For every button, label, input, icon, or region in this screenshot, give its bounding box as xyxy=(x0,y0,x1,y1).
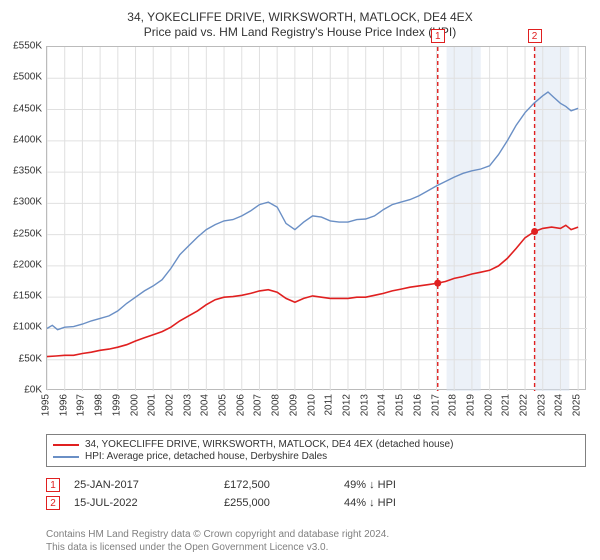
y-axis-labels: £0K£50K£100K£150K£200K£250K£300K£350K£40… xyxy=(0,46,44,390)
y-tick-label: £250K xyxy=(13,228,42,239)
y-tick-label: £350K xyxy=(13,166,42,177)
x-tick-label: 2011 xyxy=(324,394,335,416)
y-tick-label: £500K xyxy=(13,72,42,83)
bands-group xyxy=(447,47,570,391)
y-tick-label: £550K xyxy=(13,41,42,52)
y-tick-label: £0K xyxy=(24,385,42,396)
x-tick-label: 2009 xyxy=(288,394,299,416)
x-tick-label: 2017 xyxy=(430,394,441,416)
y-tick-label: £400K xyxy=(13,134,42,145)
titles: 34, YOKECLIFFE DRIVE, WIRKSWORTH, MATLOC… xyxy=(0,10,600,39)
x-tick-label: 2016 xyxy=(412,394,423,416)
title-main: 34, YOKECLIFFE DRIVE, WIRKSWORTH, MATLOC… xyxy=(0,10,600,24)
y-tick-label: £50K xyxy=(19,353,42,364)
sale-date: 25-JAN-2017 xyxy=(74,479,224,491)
sale-delta: 44% ↓ HPI xyxy=(344,497,464,509)
x-tick-label: 1996 xyxy=(58,394,69,416)
x-tick-label: 2015 xyxy=(395,394,406,416)
legend-swatch-blue xyxy=(53,456,79,458)
legend-swatch-red xyxy=(53,444,79,446)
x-tick-label: 1995 xyxy=(41,394,52,416)
x-tick-label: 2019 xyxy=(465,394,476,416)
footer-line1: Contains HM Land Registry data © Crown c… xyxy=(46,529,586,542)
x-tick-label: 2005 xyxy=(218,394,229,416)
x-tick-label: 1999 xyxy=(111,394,122,416)
sale-marker-2: 2 xyxy=(46,496,60,510)
x-tick-label: 2020 xyxy=(483,394,494,416)
legend-row-red: 34, YOKECLIFFE DRIVE, WIRKSWORTH, MATLOC… xyxy=(53,439,579,450)
x-tick-label: 2025 xyxy=(572,394,583,416)
x-tick-label: 2023 xyxy=(536,394,547,416)
y-tick-label: £200K xyxy=(13,259,42,270)
title-sub: Price paid vs. HM Land Registry's House … xyxy=(0,25,600,39)
x-tick-label: 2010 xyxy=(306,394,317,416)
x-tick-label: 2013 xyxy=(359,394,370,416)
sale-row-1: 1 25-JAN-2017£172,50049% ↓ HPI xyxy=(46,476,586,494)
x-tick-label: 2006 xyxy=(235,394,246,416)
sale-delta: 49% ↓ HPI xyxy=(344,479,464,491)
x-tick-label: 1997 xyxy=(76,394,87,416)
x-tick-label: 2001 xyxy=(147,394,158,416)
sale-row-2: 2 15-JUL-2022£255,00044% ↓ HPI xyxy=(46,494,586,512)
y-tick-label: £450K xyxy=(13,103,42,114)
plot-area: 12 xyxy=(46,46,586,390)
y-tick-label: £100K xyxy=(13,322,42,333)
x-tick-label: 2018 xyxy=(448,394,459,416)
sale-date: 15-JUL-2022 xyxy=(74,497,224,509)
footer: Contains HM Land Registry data © Crown c… xyxy=(46,529,586,554)
x-tick-label: 2012 xyxy=(341,394,352,416)
x-tick-label: 2024 xyxy=(554,394,565,416)
sale-rows: 1 25-JAN-2017£172,50049% ↓ HPI 2 15-JUL-202… xyxy=(46,476,586,512)
x-tick-label: 1998 xyxy=(94,394,105,416)
x-tick-label: 2021 xyxy=(501,394,512,416)
x-tick-label: 2014 xyxy=(377,394,388,416)
x-tick-label: 2008 xyxy=(271,394,282,416)
x-tick-label: 2003 xyxy=(182,394,193,416)
gridlines-group xyxy=(47,47,587,391)
legend-label-red: 34, YOKECLIFFE DRIVE, WIRKSWORTH, MATLOC… xyxy=(85,439,453,450)
y-tick-label: £300K xyxy=(13,197,42,208)
x-tick-label: 2007 xyxy=(253,394,264,416)
sale-marker-1: 1 xyxy=(46,478,60,492)
legend-label-blue: HPI: Average price, detached house, Derb… xyxy=(85,451,327,462)
legend-row-blue: HPI: Average price, detached house, Derb… xyxy=(53,451,579,462)
x-tick-label: 2000 xyxy=(129,394,140,416)
x-tick-label: 2022 xyxy=(519,394,530,416)
x-tick-label: 2002 xyxy=(164,394,175,416)
plot-svg xyxy=(47,47,587,391)
y-tick-label: £150K xyxy=(13,291,42,302)
x-tick-label: 2004 xyxy=(200,394,211,416)
marker-box-2: 2 xyxy=(528,29,542,43)
sale-price: £255,000 xyxy=(224,497,344,509)
footer-line2: This data is licensed under the Open Gov… xyxy=(46,542,586,555)
legend: 34, YOKECLIFFE DRIVE, WIRKSWORTH, MATLOC… xyxy=(46,434,586,467)
marker-box-1: 1 xyxy=(431,29,445,43)
chart-container: 34, YOKECLIFFE DRIVE, WIRKSWORTH, MATLOC… xyxy=(0,0,600,560)
sale-price: £172,500 xyxy=(224,479,344,491)
